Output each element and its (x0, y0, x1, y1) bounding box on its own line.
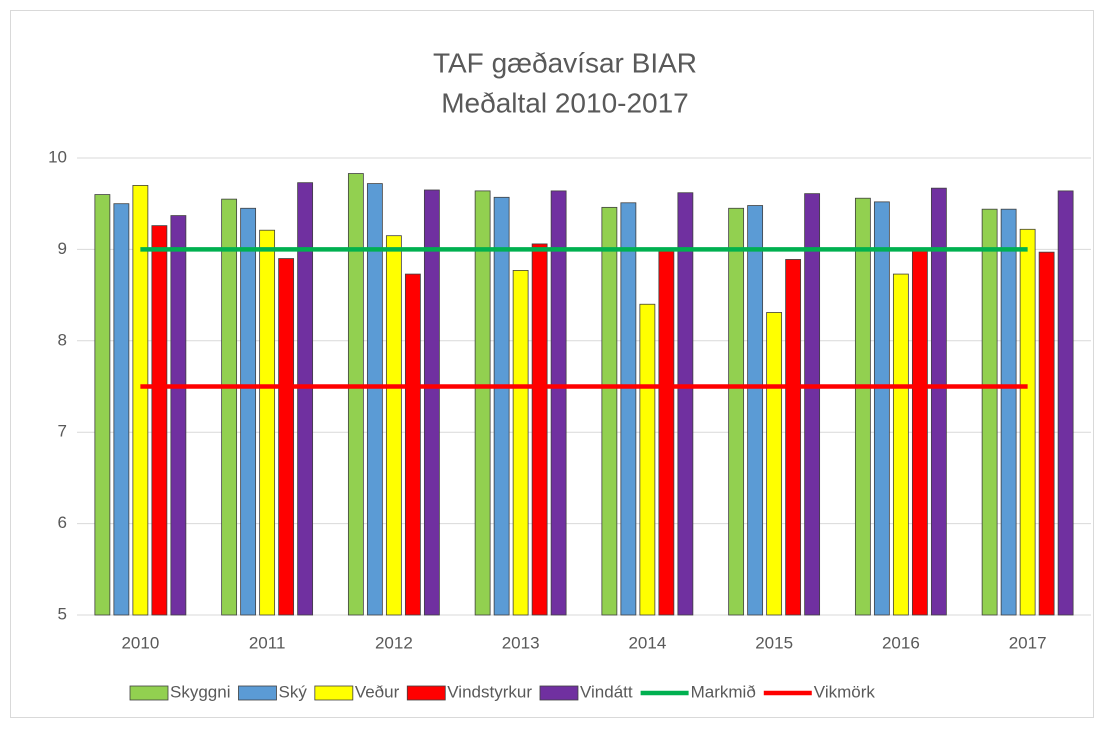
bar (677, 192, 694, 616)
legend-label: Markmið (691, 682, 756, 701)
bar (981, 208, 998, 616)
bar (930, 187, 947, 616)
bar (892, 273, 909, 616)
x-tick-label: 2016 (882, 633, 920, 652)
legend-label: Skyggni (170, 682, 230, 701)
bar (1019, 228, 1036, 616)
bar (728, 207, 745, 616)
bar (94, 194, 111, 616)
x-tick-label: 2014 (628, 633, 666, 652)
bar (493, 196, 510, 616)
bar (531, 243, 548, 616)
x-tick-label: 2013 (502, 633, 540, 652)
legend-label: Veður (355, 682, 400, 701)
bar (151, 225, 168, 616)
bar (785, 259, 802, 616)
y-tick-label: 5 (58, 604, 67, 623)
chart-subtitle: Meðaltal 2010-2017 (441, 87, 689, 118)
bar (1057, 190, 1074, 616)
legend-swatch (406, 685, 446, 701)
y-tick-label: 10 (48, 147, 67, 166)
x-tick-label: 2010 (121, 633, 159, 652)
bar (259, 229, 276, 616)
x-tick-label: 2015 (755, 633, 793, 652)
bar (1000, 208, 1017, 616)
x-tick-label: 2011 (249, 633, 286, 652)
bar (873, 201, 890, 616)
legend-label: Vindstyrkur (447, 682, 532, 701)
y-tick-label: 8 (58, 330, 67, 349)
bar (620, 202, 637, 616)
bar (804, 193, 821, 616)
chart-title: TAF gæðavísar BIAR (433, 47, 697, 78)
x-tick-label: 2012 (375, 633, 413, 652)
bar (404, 273, 421, 616)
bar (474, 190, 491, 616)
bar (512, 270, 529, 616)
bar (911, 249, 928, 616)
legend-swatch (539, 685, 579, 701)
bar (278, 258, 295, 616)
legend-label: Vikmörk (814, 682, 876, 701)
bar (854, 197, 871, 616)
bar (385, 235, 402, 616)
bar (1038, 251, 1055, 616)
bar (601, 206, 618, 616)
bar (423, 189, 440, 616)
bar (347, 173, 364, 616)
legend-label: Vindátt (580, 682, 633, 701)
bar (170, 215, 187, 616)
legend-label: Ský (278, 682, 307, 701)
legend-swatch (314, 685, 354, 701)
y-tick-label: 7 (58, 422, 67, 441)
bar (297, 182, 314, 616)
bar (766, 312, 783, 616)
bar (658, 248, 675, 616)
bar (550, 190, 567, 616)
bar (240, 207, 257, 616)
legend-swatch (238, 685, 277, 701)
bar (132, 185, 149, 616)
y-tick-label: 6 (58, 513, 67, 532)
bar (366, 183, 383, 616)
bar (113, 203, 130, 616)
y-tick-label: 9 (58, 239, 67, 258)
legend-swatch (129, 685, 169, 701)
bar (221, 198, 238, 616)
x-tick-label: 2017 (1009, 633, 1047, 652)
bar (747, 205, 764, 616)
bar (639, 303, 656, 616)
